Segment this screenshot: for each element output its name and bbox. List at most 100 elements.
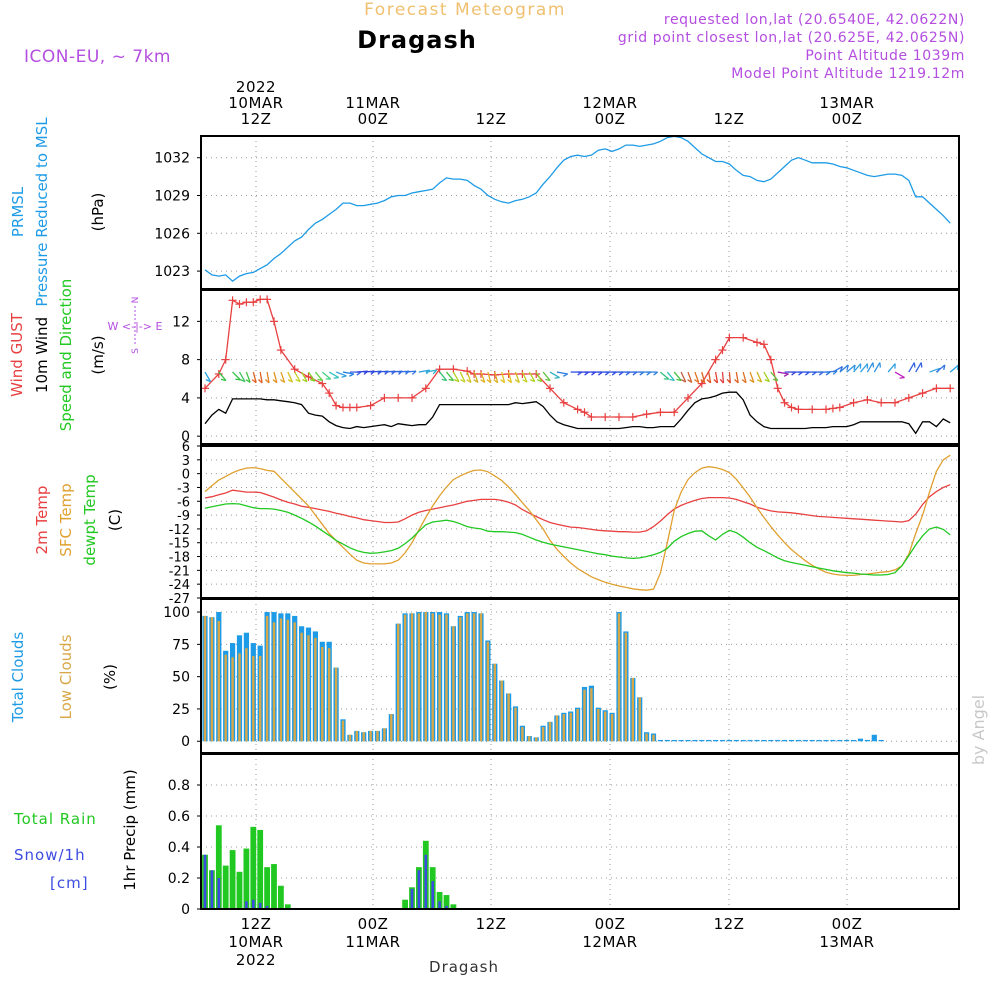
gust-marker bbox=[718, 346, 727, 355]
wind-arrow-shaft bbox=[287, 371, 294, 383]
gust-marker bbox=[904, 393, 913, 402]
gust-marker bbox=[449, 365, 458, 374]
y-tick-label: 0.8 bbox=[168, 778, 190, 794]
panel-series-label: SFC Temp bbox=[57, 483, 75, 556]
gust-marker bbox=[332, 401, 341, 410]
gust-marker bbox=[435, 365, 444, 374]
wind-arrow-shaft bbox=[487, 371, 492, 383]
panel-frame bbox=[200, 753, 960, 910]
wind-arrow bbox=[486, 371, 492, 384]
gust-marker bbox=[794, 405, 803, 414]
bottom-tick-label: 10MAR bbox=[228, 933, 283, 951]
wind-arrow bbox=[700, 371, 706, 384]
wind-arrow bbox=[272, 371, 278, 384]
wind-arrow-shaft bbox=[446, 371, 455, 381]
y-tick-label: -21 bbox=[169, 564, 190, 579]
wind-arrow-head bbox=[264, 379, 270, 384]
wind-arrow-shaft bbox=[887, 363, 896, 373]
wind-arrow-head bbox=[460, 379, 466, 383]
low-cloud-bar bbox=[541, 727, 545, 742]
low-cloud-bar bbox=[362, 732, 365, 742]
panel-series-label: Speed and Direction bbox=[57, 279, 75, 432]
gust-marker bbox=[242, 298, 251, 307]
low-cloud-bar bbox=[645, 733, 648, 742]
total-cloud-bar bbox=[657, 739, 663, 742]
wind-arrow-shaft bbox=[259, 371, 263, 384]
gust-marker bbox=[559, 398, 568, 407]
low-cloud-bar bbox=[272, 622, 276, 742]
wind-arrow bbox=[328, 371, 340, 379]
total-cloud-bar bbox=[830, 739, 836, 742]
wind-arrow-head bbox=[493, 379, 499, 384]
gust-marker bbox=[877, 398, 886, 407]
low-cloud-bar bbox=[376, 730, 379, 742]
total-cloud-bar bbox=[844, 739, 850, 742]
y-axis-label: (hPa) bbox=[89, 193, 107, 232]
gust-marker bbox=[849, 398, 858, 407]
wind-arrow-shaft bbox=[507, 371, 513, 383]
wind-arrow-head bbox=[514, 379, 520, 383]
wind-arrow bbox=[763, 371, 770, 383]
bottom-tick-label: 00Z bbox=[595, 915, 626, 933]
gust-marker bbox=[518, 369, 527, 378]
panel-series-label: Pressure Reduced to MSL bbox=[33, 117, 51, 307]
low-cloud-bar bbox=[424, 612, 427, 742]
top-tick-label: 10MAR bbox=[228, 94, 283, 112]
wind-arrow bbox=[439, 371, 448, 382]
wind-arrow bbox=[687, 371, 693, 383]
top-tick-label: 2022 bbox=[236, 78, 276, 96]
panel-grid bbox=[201, 599, 959, 753]
low-cloud-bar bbox=[631, 677, 634, 742]
wind-arrow bbox=[756, 371, 763, 383]
low-cloud-bar bbox=[493, 663, 496, 742]
wind-arrow-head bbox=[258, 379, 263, 384]
wind-arrow-head bbox=[872, 362, 875, 368]
wind-arrow-head bbox=[687, 379, 693, 383]
low-cloud-bar bbox=[286, 619, 289, 742]
wind-arrow bbox=[887, 363, 896, 373]
wind-arrow-shaft bbox=[749, 371, 755, 383]
wind-arrow-shaft bbox=[935, 364, 946, 373]
wind-arrow-shaft bbox=[673, 371, 682, 381]
wind-arrow-shaft bbox=[728, 372, 732, 384]
wind-arrow-shaft bbox=[418, 369, 430, 373]
top-tick-label: 00Z bbox=[595, 110, 626, 128]
snow-bar bbox=[258, 902, 262, 909]
total-cloud-bar bbox=[802, 739, 808, 742]
wind-arrow-shaft bbox=[542, 371, 551, 381]
panel-series-label: dewpt Temp bbox=[81, 474, 99, 565]
wind-arrow-head bbox=[772, 378, 779, 382]
y-tick-label: 1023 bbox=[154, 264, 190, 280]
panel-grid bbox=[201, 446, 959, 598]
panel-grid bbox=[201, 290, 959, 444]
wind-arrow bbox=[749, 371, 755, 383]
low-cloud-bar bbox=[265, 615, 269, 742]
rain-bar bbox=[215, 825, 222, 909]
panel-series-label: Low Clouds bbox=[57, 634, 75, 719]
wind-arrow-head bbox=[240, 379, 246, 383]
panel-3: 0 25 50 75 100 Total Clouds Low Clouds (%) bbox=[9, 598, 960, 754]
wind-arrow bbox=[238, 371, 246, 383]
wind-arrow-shaft bbox=[528, 371, 536, 382]
total-cloud-bar bbox=[878, 739, 884, 742]
low-cloud-bar bbox=[438, 614, 441, 742]
wind-arrow-shaft bbox=[929, 367, 941, 373]
gust-marker bbox=[918, 389, 927, 398]
y-tick-label: 0 bbox=[182, 468, 190, 483]
wind-arrow bbox=[549, 371, 560, 379]
panel-body bbox=[204, 136, 951, 283]
gust-marker bbox=[290, 365, 299, 374]
wind-compass: NW <-|-> ES bbox=[108, 297, 163, 354]
y-axis-label: 1hr Precip (mm) bbox=[121, 769, 139, 890]
wind-arrow bbox=[280, 371, 286, 383]
wind-arrow bbox=[466, 371, 472, 383]
total-cloud-bar bbox=[719, 739, 726, 742]
gust-marker bbox=[808, 405, 817, 414]
total-cloud-bar bbox=[851, 739, 857, 742]
low-cloud-bar bbox=[604, 711, 607, 742]
requested-coords: requested lon,lat (20.6540E, 42.0622N) bbox=[664, 12, 965, 28]
gust-marker bbox=[573, 405, 582, 414]
